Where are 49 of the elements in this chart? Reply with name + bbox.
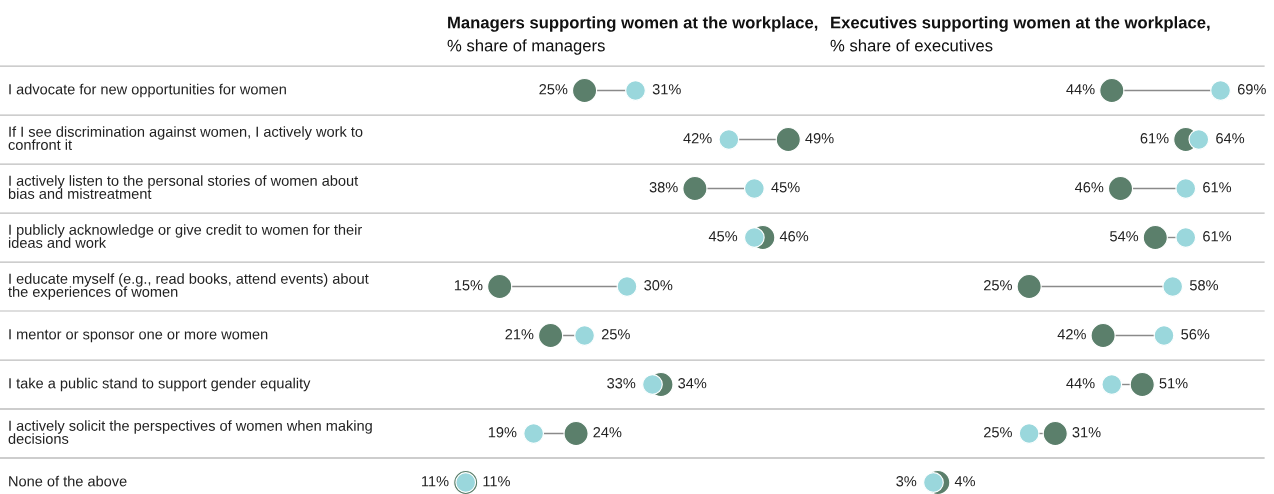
- y-tick-label: I actively listen to the personal stories of women about bias and mistreatment: [8, 175, 359, 199]
- data-label: 69%: [1237, 84, 1266, 95]
- y-tick-label: I publicly acknowledge or give credit to women for their ideas and work: [8, 224, 362, 248]
- data-label: 54%: [1110, 231, 1139, 242]
- data-label: 19%: [488, 427, 517, 438]
- data-label: 61%: [1203, 182, 1232, 193]
- y-tick-label: If I see discrimination against women, I actively work to confront it: [8, 126, 363, 150]
- data-label: 24%: [593, 427, 622, 438]
- data-label: 31%: [1072, 427, 1101, 438]
- data-label: 25%: [601, 329, 630, 340]
- y-tick-label: I educate myself (e.g., read books, attend events) about the experiences of women: [8, 273, 369, 300]
- data-label: 42%: [683, 133, 712, 144]
- data-label: 46%: [779, 231, 809, 242]
- data-label: 42%: [1057, 329, 1086, 340]
- data-label: 49%: [805, 133, 834, 144]
- chart-title: Managers supporting women at the workplace,: [448, 16, 818, 32]
- chart-title: Executives supporting women at the workplace,: [831, 16, 1210, 32]
- y-tick-label: None of the above: [9, 475, 127, 487]
- data-label: 11%: [483, 476, 510, 487]
- data-label: 25%: [539, 84, 568, 95]
- data-label: 4%: [954, 476, 976, 487]
- data-label: 11%: [422, 476, 449, 487]
- data-label: 25%: [984, 427, 1012, 438]
- y-tick-label: I take a public stand to support gender equality: [9, 377, 311, 392]
- data-label: 51%: [1159, 378, 1188, 389]
- data-label: 64%: [1216, 133, 1245, 144]
- data-label: 34%: [678, 378, 707, 389]
- data-label: 25%: [984, 280, 1012, 291]
- data-label: 45%: [708, 231, 738, 242]
- data-label: 38%: [649, 182, 678, 193]
- data-label: 61%: [1203, 231, 1232, 242]
- data-label: 44%: [1066, 378, 1095, 389]
- data-label: 31%: [652, 84, 681, 95]
- data-label: 15%: [454, 280, 483, 291]
- data-label: 56%: [1181, 329, 1210, 340]
- chart-subtitle: % share of executives: [830, 39, 993, 52]
- data-label: 44%: [1066, 84, 1095, 95]
- data-label: 30%: [644, 280, 673, 291]
- y-tick-label: I actively solicit the perspectives of women when making decisions: [8, 420, 372, 444]
- chart-subtitle: % share of managers: [447, 39, 605, 55]
- y-tick-label: I advocate for new opportunities for women: [9, 83, 286, 98]
- data-label: 3%: [896, 476, 917, 487]
- y-tick-label: I mentor or sponsor one or more women: [9, 329, 268, 343]
- data-label: 58%: [1189, 280, 1219, 291]
- data-label: 45%: [771, 182, 800, 193]
- data-label: 46%: [1074, 182, 1104, 193]
- data-label: 61%: [1140, 133, 1169, 144]
- data-label: 21%: [505, 329, 534, 340]
- data-label: 33%: [607, 378, 636, 389]
